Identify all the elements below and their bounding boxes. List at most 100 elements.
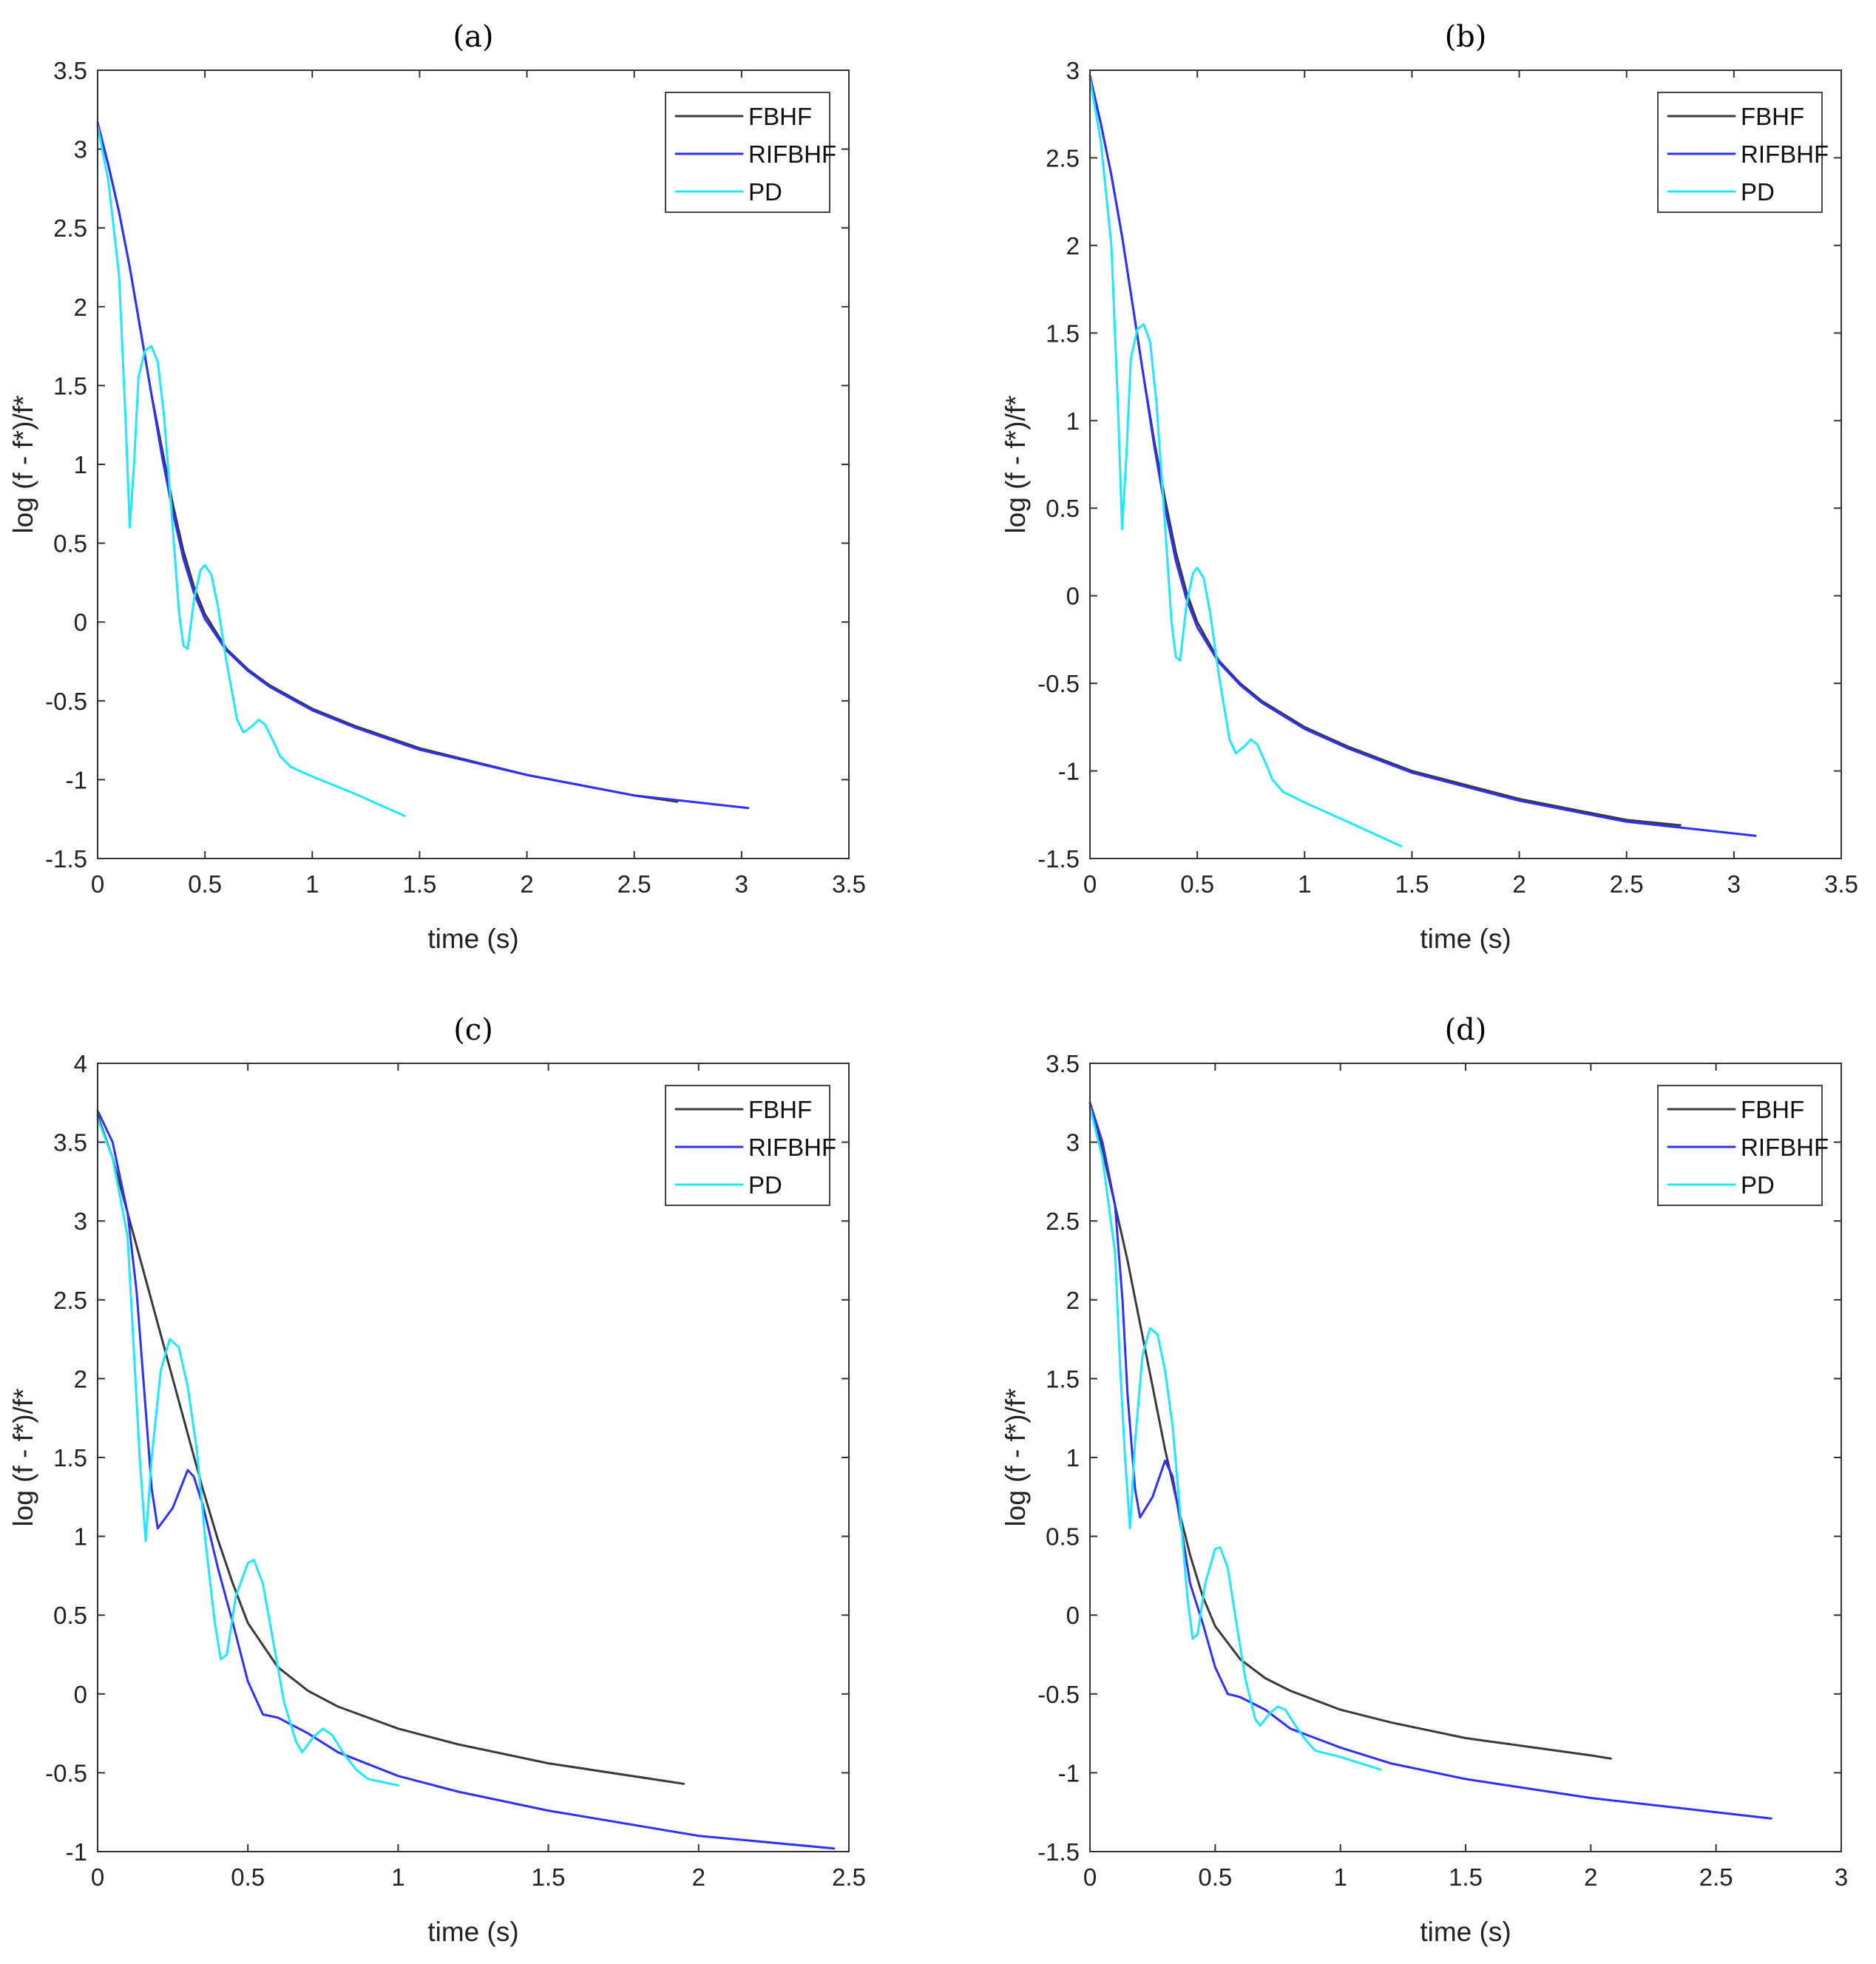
x-tick-label: 1.5	[1449, 1863, 1483, 1891]
y-tick-label: 0	[1066, 1602, 1080, 1629]
y-tick-label: 2.5	[53, 214, 87, 242]
axes-frame	[97, 1063, 850, 1852]
y-tick-label: 1.5	[53, 372, 87, 399]
x-tick-label: 2.5	[832, 1863, 866, 1891]
y-axis-label: log (f - f*)/f*	[1000, 395, 1031, 533]
x-tick-label: 0.5	[1198, 1863, 1232, 1891]
y-tick-label: 3	[74, 136, 87, 163]
series-line-fbhf	[1088, 1101, 1612, 1760]
y-tick-label: 0	[74, 1681, 87, 1708]
y-tick-label: 3.5	[1046, 1050, 1080, 1077]
legend-label-pd: PD	[1741, 178, 1775, 206]
x-tick-label: 1.5	[402, 870, 436, 898]
x-tick-label: 0	[91, 1863, 104, 1891]
legend: FBHF RIFBHF PD	[665, 92, 836, 213]
panel-b: (b) 0 0.5 1 1.5 2 2.5 3 3.5 -1.5 -1 -0.5 0 0.5 1 1.5 2 2…	[1000, 20, 1858, 954]
panel-title: (c)	[453, 1013, 493, 1047]
x-tick-label: 1	[1298, 870, 1311, 898]
legend-label-fbhf: FBHF	[748, 103, 812, 130]
series-line-pd	[96, 1117, 399, 1787]
y-tick-label: 1	[74, 1523, 87, 1551]
x-tick-label: 0.5	[231, 1863, 265, 1891]
y-tick-label: 1	[74, 451, 87, 478]
y-axis-label: log (f - f*)/f*	[1000, 1388, 1031, 1526]
panel-d: (d) 0 0.5 1 1.5 2 2.5 3 -1.5 -1 -0.5 0 0.5 1 1.5 2 2.5 3…	[1000, 1013, 1848, 1947]
axes-frame	[97, 70, 850, 859]
y-tick-label: -1.5	[1037, 845, 1080, 873]
x-tick-label: 3	[1835, 1863, 1848, 1891]
x-tick-label: 0.5	[188, 870, 222, 898]
y-tick-label: 1	[1066, 1444, 1080, 1472]
y-axis-label: log (f - f*)/f*	[8, 1388, 38, 1526]
series-line-pd	[1088, 78, 1403, 847]
y-tick-label: 2	[74, 1365, 87, 1392]
legend-label-rifbhf: RIFBHF	[1741, 140, 1829, 168]
x-tick-label: 0	[91, 870, 104, 898]
y-tick-label: 2.5	[1046, 1208, 1080, 1235]
plot-area: 0 0.5 1 1.5 2 2.5 3 -1.5 -1 -0.5 0 0.5 1 1.5 2 2.5 3 3.5	[1037, 1050, 1848, 1891]
y-tick-label: -0.5	[45, 688, 87, 715]
y-tick-label: -0.5	[45, 1759, 87, 1787]
panel-c: (c) 0 0.5 1 1.5 2 2.5-1-0.500.511.522.533.54 …	[8, 1013, 866, 1947]
x-tick-label: 2.5	[1610, 870, 1644, 898]
x-tick-label: 0	[1083, 870, 1097, 898]
y-tick-label: -1.5	[1037, 1838, 1080, 1866]
x-tick-label: 2.5	[1699, 1863, 1733, 1891]
x-tick-label: 2	[692, 1863, 705, 1891]
y-tick-label: 2.5	[53, 1287, 87, 1314]
series-line-pd	[1088, 1106, 1382, 1771]
y-tick-label: 3.5	[53, 57, 87, 84]
legend-label-fbhf: FBHF	[1741, 1096, 1804, 1123]
x-axis-label: time (s)	[427, 1917, 518, 1947]
legend-label-rifbhf: RIFBHF	[1741, 1134, 1829, 1161]
y-tick-label: 0.5	[53, 1602, 87, 1629]
y-tick-label: -0.5	[1037, 1681, 1080, 1708]
legend: FBHF RIFBHF PD	[1657, 1085, 1829, 1206]
y-tick-label: -1	[66, 766, 87, 793]
x-tick-label: 0.5	[1180, 870, 1214, 898]
legend-label-pd: PD	[748, 178, 782, 206]
series-line-rifbhf	[1088, 74, 1757, 837]
axes-frame	[1089, 70, 1842, 859]
plot-area: 0 0.5 1 1.5 2 2.5 3 3.5 -1.5 -1 -0.5 0 0.5 1 1.5 2 2.5 3	[1037, 57, 1858, 898]
legend-label-rifbhf: RIFBHF	[748, 140, 836, 168]
x-tick-label: 2.5	[617, 870, 651, 898]
y-tick-label: -1	[1058, 1759, 1080, 1787]
y-tick-label: -1	[66, 1838, 87, 1866]
x-tick-label: 2	[1512, 870, 1525, 898]
x-tick-label: 2	[520, 870, 533, 898]
y-tick-label: -1.5	[45, 845, 87, 873]
y-tick-label: 0.5	[1046, 495, 1080, 522]
legend-label-fbhf: FBHF	[748, 1096, 812, 1123]
y-tick-label: 3.5	[53, 1129, 87, 1157]
legend: FBHF RIFBHF PD	[1657, 92, 1829, 213]
x-tick-label: 3.5	[1824, 870, 1858, 898]
x-tick-label: 3	[1727, 870, 1741, 898]
axes-frame	[1089, 1063, 1842, 1852]
y-tick-label: 1.5	[1046, 1365, 1080, 1392]
legend-label-pd: PD	[748, 1171, 782, 1199]
legend: FBHF RIFBHF PD	[665, 1085, 836, 1206]
series-line-rifbhf	[96, 121, 750, 810]
y-tick-label: 3	[1066, 1129, 1080, 1157]
panel-title: (a)	[453, 20, 493, 54]
series-line-pd	[96, 124, 406, 817]
panel-title: (d)	[1445, 1013, 1487, 1047]
y-tick-label: 3	[74, 1208, 87, 1235]
x-tick-label: 0	[1083, 1863, 1097, 1891]
y-tick-label: -0.5	[1037, 670, 1080, 697]
y-tick-label: 2.5	[1046, 144, 1080, 172]
y-tick-label: 2	[1066, 232, 1080, 260]
x-tick-label: 1.5	[532, 1863, 566, 1891]
legend-label-rifbhf: RIFBHF	[748, 1134, 836, 1161]
plot-area: 0 0.5 1 1.5 2 2.5 -1 -0.5 0 0.5 1 1.5 2 2.5 3 3.5 4	[45, 1050, 866, 1891]
x-axis-label: time (s)	[1420, 924, 1511, 954]
y-tick-label: 0	[1066, 583, 1080, 610]
plot-area: 0 0.5 1 1.5 2 2.5 3 3.5 -1.5 -1 -0.5 0 0.5 1 1.5 2 2.5 3 3…	[45, 57, 866, 898]
x-tick-label: 3.5	[832, 870, 866, 898]
x-tick-label: 1	[305, 870, 319, 898]
y-tick-label: 0.5	[1046, 1523, 1080, 1551]
x-tick-label: 1.5	[1395, 870, 1429, 898]
series-line-fbhf	[1088, 78, 1682, 827]
